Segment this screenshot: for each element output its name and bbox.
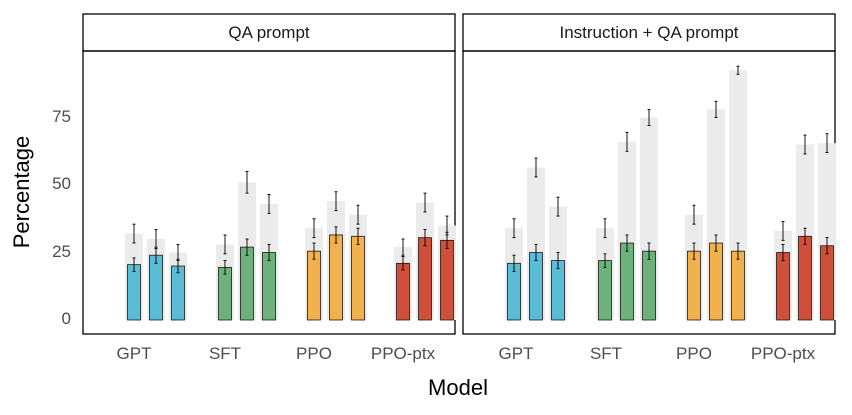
- panel-1-strip: [82, 13, 456, 52]
- y-tick-label: 50: [52, 174, 71, 193]
- data-bar: [620, 242, 634, 321]
- x-tick-label: PPO: [676, 344, 712, 363]
- data-bar: [149, 254, 163, 321]
- data-bar: [329, 234, 343, 321]
- data-bar: [820, 245, 834, 321]
- data-bar: [529, 252, 543, 321]
- x-tick-label: PPO-ptx: [751, 344, 816, 363]
- y-tick-label: 25: [52, 242, 71, 261]
- x-axis: GPT SFT PPO PPO-ptx GPT SFT PPO PPO-ptx: [117, 344, 816, 363]
- x-tick-label: SFT: [209, 344, 241, 363]
- data-bar: [218, 266, 232, 321]
- data-bar: [598, 260, 612, 321]
- data-bar: [551, 260, 565, 321]
- y-axis-title: Percentage: [9, 136, 34, 249]
- y-axis: 0 25 50 75: [52, 107, 71, 328]
- data-bar: [262, 252, 276, 321]
- data-bar: [240, 246, 254, 321]
- y-tick-label: 75: [52, 107, 71, 126]
- panel-2-strip: [462, 13, 836, 52]
- data-bar: [687, 250, 701, 321]
- data-bar: [440, 239, 454, 321]
- data-bar: [798, 235, 812, 321]
- x-tick-label: PPO-ptx: [371, 344, 436, 363]
- data-bar: [709, 242, 723, 321]
- data-bar: [776, 252, 790, 321]
- data-bar: [171, 265, 185, 321]
- y-tick-label: 0: [62, 309, 71, 328]
- data-bar: [307, 250, 321, 321]
- bars-layer: [125, 65, 836, 321]
- data-bar: [642, 250, 656, 321]
- data-bar: [396, 262, 410, 321]
- panel-1-title: QA prompt: [228, 23, 310, 42]
- data-bar: [731, 250, 745, 321]
- data-bar: [127, 264, 141, 321]
- data-bar: [418, 237, 432, 321]
- x-axis-title: Model: [428, 375, 488, 400]
- x-tick-label: GPT: [499, 344, 534, 363]
- panel-1-frame: [82, 50, 456, 335]
- x-tick-label: PPO: [296, 344, 332, 363]
- data-bar: [351, 235, 365, 321]
- panel-2-title: Instruction + QA prompt: [559, 23, 738, 42]
- x-tick-label: SFT: [590, 344, 622, 363]
- x-tick-label: GPT: [117, 344, 152, 363]
